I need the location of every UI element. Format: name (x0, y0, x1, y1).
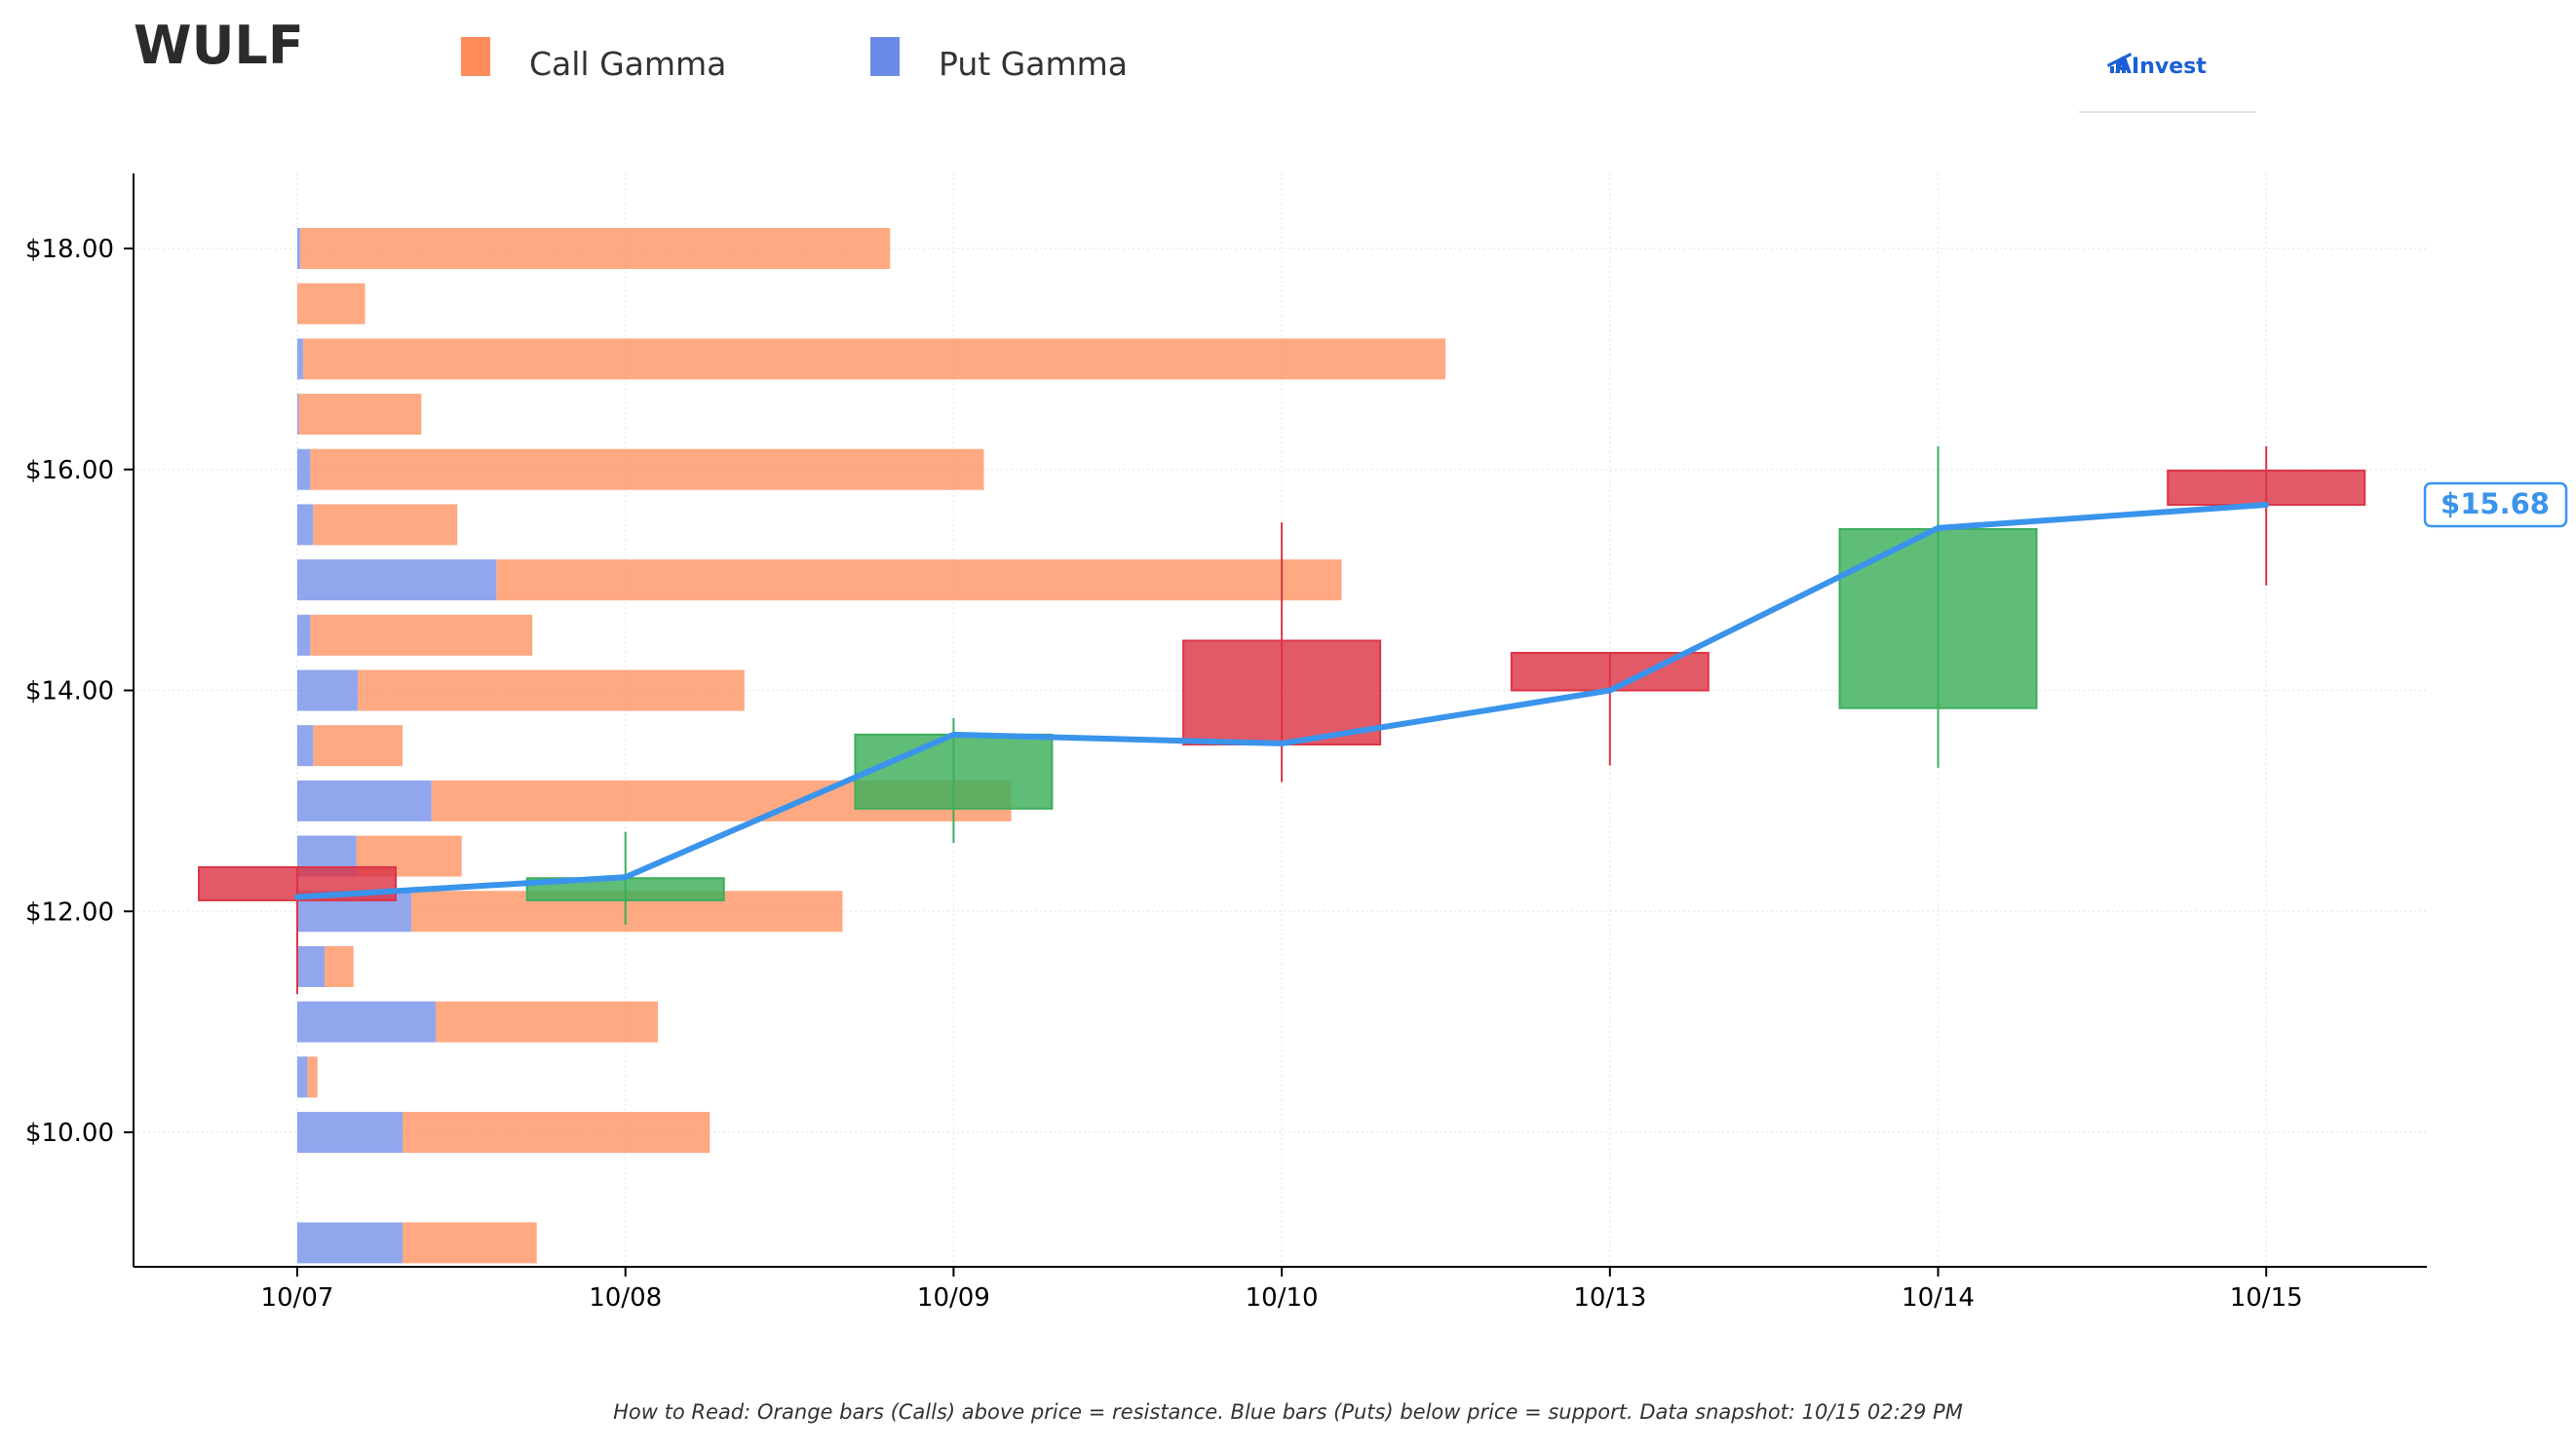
candle-body-10/14 (1838, 527, 2038, 709)
y-tick-label: $16.00 (25, 456, 114, 485)
call-gamma-bar (297, 283, 365, 324)
ainvest-logo-icon (2107, 53, 2132, 73)
x-tick-label: 10/08 (589, 1283, 662, 1313)
put-gamma-legend-label: Put Gamma (939, 45, 1128, 83)
y-tick-label: $10.00 (25, 1119, 114, 1148)
x-tick-label: 10/14 (1902, 1283, 1975, 1313)
call-gamma-bar (302, 338, 1446, 380)
y-tick-label: $18.00 (25, 235, 114, 264)
candle-body-10/09 (854, 733, 1054, 810)
x-tick-label: 10/15 (2230, 1283, 2303, 1313)
call-gamma-bar (358, 669, 745, 711)
call-gamma-bar (298, 394, 422, 436)
call-gamma-bar (403, 1222, 537, 1264)
ainvest-logo-text: AInvest (2115, 55, 2207, 79)
x-ticks: 10/07 10/08 10/09 10/10 10/13 10/14 10/15 (261, 1267, 2303, 1313)
call-gamma-bar (310, 448, 984, 490)
call-gamma-swatch (461, 37, 490, 76)
put-gamma-bar (297, 1001, 437, 1043)
call-gamma-bar (496, 559, 1342, 601)
call-gamma-bar (325, 945, 354, 987)
candle-body-10/10 (1182, 639, 1382, 746)
x-tick-label: 10/10 (1246, 1283, 1319, 1313)
put-gamma-bar (297, 614, 311, 656)
call-gamma-bar (436, 1001, 658, 1043)
put-gamma-bar (297, 1112, 404, 1153)
put-gamma-bar (297, 780, 432, 821)
call-gamma-bar (313, 725, 404, 767)
y-tick-label: $14.00 (25, 677, 114, 706)
call-gamma-bar (299, 228, 891, 269)
put-gamma-bar (297, 448, 311, 490)
x-tick-label: 10/09 (917, 1283, 990, 1313)
call-gamma-bar (403, 1112, 711, 1153)
put-gamma-bar (297, 338, 303, 380)
price-line (294, 502, 2270, 900)
call-gamma-legend-label: Call Gamma (529, 45, 726, 83)
call-gamma-bar (307, 1056, 318, 1098)
call-gamma-bar (313, 504, 458, 546)
last-price-box (2423, 481, 2568, 528)
last-price-callout: $15.68 (2423, 481, 2568, 528)
call-gamma-bar (310, 614, 533, 656)
candle-body-10/15 (2167, 469, 2366, 507)
how-to-read-footnote: How to Read: Orange bars (Calls) above p… (613, 1400, 1963, 1424)
ticker-title: WULF (134, 15, 304, 76)
x-tick-label: 10/07 (261, 1283, 334, 1313)
last-price-label: $15.68 (2441, 487, 2550, 520)
put-gamma-bar (297, 559, 497, 601)
x-tick-label: 10/13 (1573, 1283, 1646, 1313)
put-gamma-bar (297, 504, 314, 546)
y-ticks: $18.00 $16.00 $14.00 $12.00 $10.00 (25, 235, 134, 1148)
price-line-layer (294, 502, 2270, 900)
put-gamma-bar (297, 725, 314, 767)
put-gamma-bar (297, 1222, 404, 1264)
y-tick-label: $12.00 (25, 897, 114, 927)
put-gamma-bar (297, 1056, 308, 1098)
ainvest-logo: AInvest (2079, 53, 2256, 113)
axes (133, 173, 2427, 1268)
put-gamma-bar (297, 945, 326, 987)
put-gamma-bar (297, 228, 300, 269)
put-gamma-bar (297, 669, 359, 711)
put-gamma-swatch (870, 37, 900, 76)
gamma-bars (297, 228, 1446, 1264)
put-gamma-bar (297, 394, 299, 436)
